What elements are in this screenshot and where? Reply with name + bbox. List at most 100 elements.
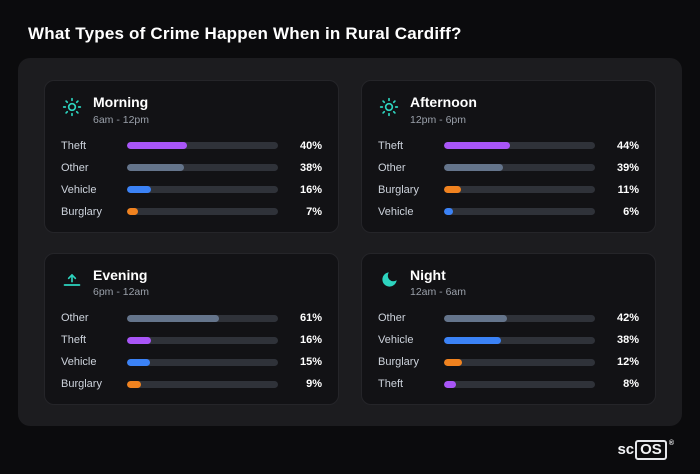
bar-label: Burglary — [378, 356, 419, 368]
panel-header: Evening 6pm - 12am — [61, 266, 322, 298]
bar-track — [127, 208, 278, 215]
bar-label: Other — [61, 161, 89, 174]
bar-fill — [127, 358, 150, 366]
bar-label: Other — [61, 312, 89, 324]
bar-percent: 38% — [299, 161, 322, 174]
bar-percent: 40% — [299, 139, 322, 152]
bar-fill — [127, 186, 152, 193]
bar-label: Vehicle — [378, 205, 414, 218]
bar-row: Vehicle 15% — [61, 356, 322, 368]
bar-track — [444, 164, 595, 171]
bar-track — [127, 186, 278, 193]
panel-title: Afternoon — [410, 94, 477, 110]
bar-fill — [444, 380, 457, 388]
bar-fill — [444, 208, 454, 215]
sun-icon — [61, 96, 83, 118]
panel-time-range: 6pm - 12am — [93, 286, 150, 298]
bar-percent: 9% — [306, 378, 322, 390]
bar-track — [444, 358, 595, 366]
bar-row: Other 42% — [378, 312, 639, 324]
bar-track — [127, 314, 278, 322]
bar-row: Vehicle 16% — [61, 184, 322, 196]
bar-fill — [444, 314, 508, 322]
registered-mark: ® — [668, 439, 674, 447]
bar-row: Vehicle 6% — [378, 206, 639, 218]
bar-label: Other — [378, 161, 406, 174]
bar-percent: 15% — [299, 356, 322, 368]
bar-label: Theft — [378, 139, 404, 152]
bar-label: Vehicle — [61, 183, 97, 196]
bar-fill — [444, 164, 503, 171]
panel-time-range: 6am - 12pm — [93, 113, 150, 126]
bar-row: Theft 40% — [61, 140, 322, 152]
bar-label: Vehicle — [378, 334, 414, 346]
bar-label: Burglary — [378, 183, 419, 196]
bar-row: Theft 8% — [378, 378, 639, 390]
panel-title: Evening — [93, 266, 148, 283]
bar-label: Theft — [61, 139, 87, 152]
bar-label: Burglary — [61, 378, 102, 390]
bar-fill — [444, 358, 463, 366]
time-panel-afternoon: Afternoon 12pm - 6pm Theft 44% Other 39%… — [361, 80, 656, 233]
bar-fill — [444, 186, 461, 193]
panel-time-range: 12pm - 6pm — [410, 113, 467, 126]
bar-percent: 44% — [616, 139, 639, 152]
bar-percent: 7% — [306, 205, 322, 218]
panel-header: Morning 6am - 12pm — [61, 94, 322, 126]
bar-fill — [127, 142, 188, 149]
bar-percent: 16% — [299, 334, 322, 346]
bar-track — [444, 336, 595, 344]
bar-percent: 42% — [616, 312, 639, 324]
bar-row: Burglary 9% — [61, 378, 322, 390]
panel-header: Night 12am - 6am — [378, 266, 639, 298]
bar-percent: 11% — [617, 183, 639, 196]
bar-row: Burglary 11% — [378, 184, 639, 196]
bar-label: Burglary — [61, 205, 102, 218]
bar-row: Other 61% — [61, 312, 322, 324]
page-title: What Types of Crime Happen When in Rural… — [28, 24, 462, 43]
bar-fill — [444, 142, 511, 149]
moon-icon — [378, 269, 400, 291]
bar-fill — [127, 380, 141, 388]
bar-track — [127, 164, 278, 171]
bar-track — [127, 380, 278, 388]
bar-label: Vehicle — [61, 356, 97, 368]
bar-percent: 12% — [616, 356, 639, 368]
dashboard-panel: Morning 6am - 12pm Theft 40% Other 38% V… — [18, 58, 682, 426]
bar-row: Burglary 7% — [61, 206, 322, 218]
bar-row: Theft 44% — [378, 140, 639, 152]
bar-percent: 39% — [616, 161, 639, 174]
bar-track — [127, 336, 278, 344]
bar-fill — [127, 208, 138, 215]
bar-percent: 16% — [299, 183, 322, 196]
bar-row: Other 39% — [378, 162, 639, 174]
sun-icon — [378, 96, 400, 118]
bar-track — [444, 142, 595, 149]
bar-track — [444, 186, 595, 193]
bar-track — [127, 142, 278, 149]
panel-time-range: 12am - 6am — [410, 286, 467, 298]
bar-track — [127, 358, 278, 366]
bar-track — [444, 314, 595, 322]
panel-title: Morning — [93, 94, 149, 110]
bar-percent: 6% — [623, 205, 639, 218]
time-panel-evening: Evening 6pm - 12am Other 61% Theft 16% V… — [44, 252, 339, 405]
bar-percent: 8% — [623, 378, 639, 390]
panel-header: Afternoon 12pm - 6pm — [378, 94, 639, 126]
bar-track — [444, 208, 595, 215]
time-panel-night: Night 12am - 6am Other 42% Vehicle 38% B… — [361, 252, 656, 405]
bar-fill — [127, 314, 220, 322]
bar-row: Theft 16% — [61, 334, 322, 346]
bar-row: Other 38% — [61, 162, 322, 174]
panel-title: Night — [410, 266, 446, 283]
bar-fill — [444, 336, 502, 344]
bar-percent: 61% — [299, 312, 322, 324]
bar-label: Theft — [378, 378, 404, 390]
bar-label: Theft — [61, 334, 87, 346]
bar-track — [444, 380, 595, 388]
sunset-icon — [61, 269, 83, 291]
bar-fill — [127, 336, 152, 344]
bar-fill — [127, 164, 185, 171]
bar-row: Vehicle 38% — [378, 334, 639, 346]
bar-label: Other — [378, 312, 406, 324]
